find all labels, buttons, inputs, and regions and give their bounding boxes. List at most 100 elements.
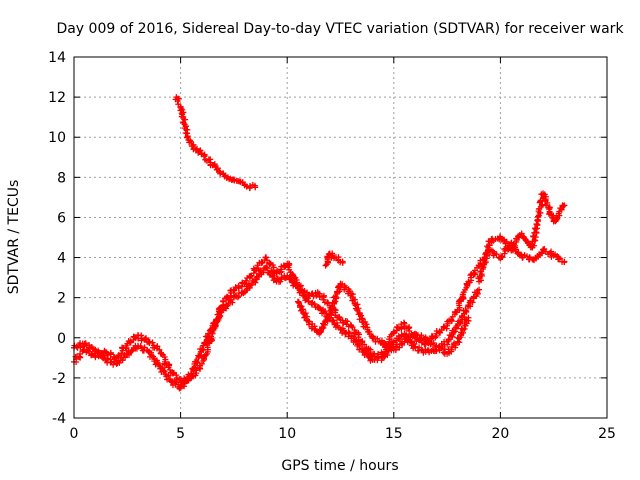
data-marker — [344, 318, 351, 325]
x-tick-label: 25 — [598, 426, 616, 442]
data-marker — [205, 330, 212, 337]
x-tick-label: 10 — [278, 426, 296, 442]
series-track-1 — [71, 254, 483, 386]
data-point — [561, 258, 568, 265]
data-marker — [148, 352, 155, 359]
data-marker — [297, 288, 304, 295]
data-marker — [274, 275, 281, 282]
y-tick-label: -2 — [52, 371, 66, 387]
data-point — [561, 202, 568, 209]
chart-title: Day 009 of 2016, Sidereal Day-to-day VTE… — [56, 21, 624, 37]
y-axis-label: SDTVAR / TECUs — [6, 180, 22, 295]
data-marker — [418, 332, 425, 339]
data-marker — [107, 350, 114, 357]
data-point — [465, 278, 472, 285]
data-marker — [122, 354, 129, 361]
data-marker — [363, 321, 370, 328]
data-marker — [386, 343, 393, 350]
data-marker — [142, 336, 149, 343]
data-marker — [382, 340, 389, 347]
data-marker — [128, 348, 135, 355]
data-marker — [138, 337, 145, 344]
data-marker — [459, 326, 466, 333]
data-marker — [483, 249, 490, 256]
data-marker — [213, 317, 220, 324]
data-marker — [462, 307, 469, 314]
data-marker — [192, 364, 199, 371]
data-marker — [187, 370, 194, 377]
data-marker — [363, 350, 370, 357]
data-marker — [378, 337, 385, 344]
data-marker — [259, 269, 266, 276]
data-marker — [430, 339, 437, 346]
data-marker — [100, 353, 107, 360]
data-marker — [317, 305, 324, 312]
x-tick-label: 5 — [176, 426, 185, 442]
data-marker — [456, 317, 463, 324]
data-marker — [538, 250, 545, 257]
data-marker — [537, 209, 544, 216]
data-marker — [243, 183, 250, 190]
data-marker — [149, 339, 156, 346]
data-marker — [311, 300, 318, 307]
data-marker — [392, 346, 399, 353]
data-marker — [366, 331, 373, 338]
data-marker — [346, 287, 353, 294]
y-tick-label: 0 — [57, 331, 66, 347]
data-point — [113, 360, 120, 367]
data-marker — [231, 287, 238, 294]
data-point — [198, 360, 205, 367]
data-marker — [95, 347, 102, 354]
data-point — [476, 286, 483, 293]
data-marker — [362, 347, 369, 354]
data-marker — [445, 336, 452, 343]
data-marker — [287, 276, 294, 283]
data-marker — [334, 322, 341, 329]
data-marker — [450, 329, 457, 336]
data-marker — [299, 306, 306, 313]
data-marker — [438, 345, 445, 352]
data-marker — [359, 348, 366, 355]
data-marker — [539, 201, 546, 208]
y-tick-label: 4 — [57, 251, 66, 267]
data-marker — [269, 272, 276, 279]
series-track-5 — [172, 94, 259, 192]
data-marker — [477, 277, 484, 284]
y-tick-label: 14 — [48, 50, 66, 66]
data-marker — [375, 354, 382, 361]
data-marker — [235, 293, 242, 300]
data-marker — [224, 302, 231, 309]
data-marker — [354, 301, 361, 308]
y-tick-label: -4 — [52, 411, 66, 427]
data-marker — [324, 314, 331, 321]
data-marker — [323, 313, 330, 320]
tick-labels: 0 5 10 15 20 25 -4 -2 0 2 4 6 8 10 12 14 — [48, 50, 616, 442]
series-track-3 — [294, 280, 472, 357]
data-marker — [330, 317, 337, 324]
data-point — [156, 346, 163, 353]
data-marker — [84, 347, 91, 354]
data-marker — [305, 298, 312, 305]
data-marker — [199, 346, 206, 353]
data-marker — [165, 372, 172, 379]
data-marker — [384, 352, 391, 359]
data-marker — [154, 359, 161, 366]
data-marker — [146, 338, 153, 345]
data-marker — [278, 276, 285, 283]
data-marker — [556, 255, 563, 262]
data-marker — [137, 343, 144, 350]
x-tick-label: 0 — [70, 426, 79, 442]
data-marker — [268, 268, 275, 275]
data-marker — [457, 318, 464, 325]
data-marker — [258, 260, 265, 267]
data-marker — [452, 342, 459, 349]
data-marker — [364, 324, 371, 331]
data-marker — [253, 276, 260, 283]
data-marker — [456, 335, 463, 342]
data-marker — [482, 259, 489, 266]
data-marker — [193, 358, 200, 365]
data-point — [339, 258, 346, 265]
data-marker — [555, 254, 562, 261]
data-marker — [301, 291, 308, 298]
